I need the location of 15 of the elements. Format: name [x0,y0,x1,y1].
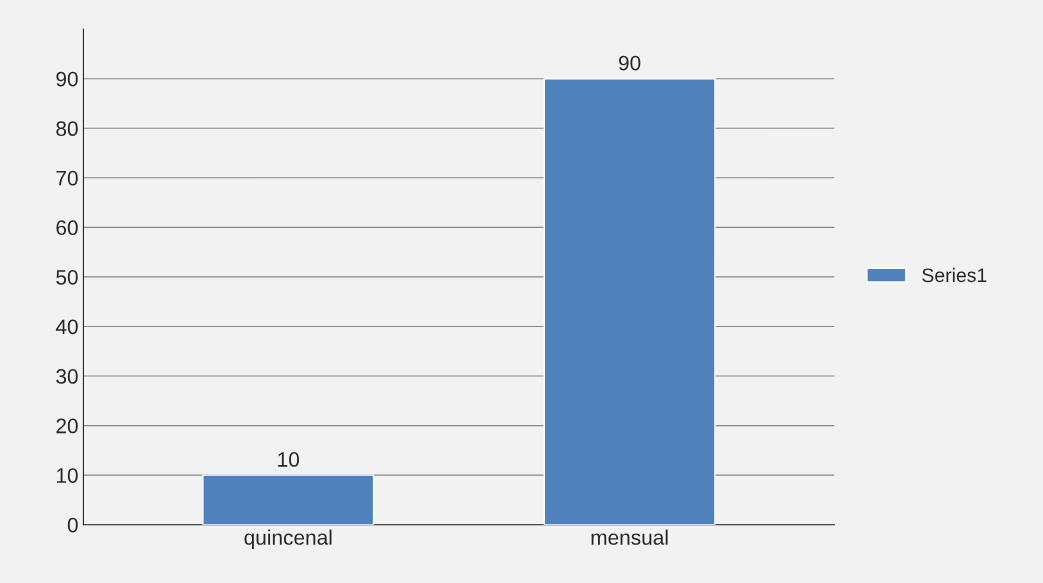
x-tick-label: mensual [591,529,668,545]
y-tick-label: 0 [67,517,78,533]
y-tick-label: 80 [56,121,78,137]
y-tick-label: 90 [56,71,78,87]
y-tick-label: 10 [57,468,78,483]
data-label: 10 [278,452,300,467]
legend-label: Series1 [922,267,987,283]
y-tick-label: 30 [56,369,78,384]
x-tick-label: quincenal [244,529,332,549]
y-tick-label: 70 [56,170,78,186]
y-tick-label: 60 [56,220,78,236]
y-tick-label: 40 [55,319,78,335]
y-tick-label: 50 [56,269,78,285]
data-label: 90 [618,55,641,71]
y-tick-label: 20 [56,418,78,434]
